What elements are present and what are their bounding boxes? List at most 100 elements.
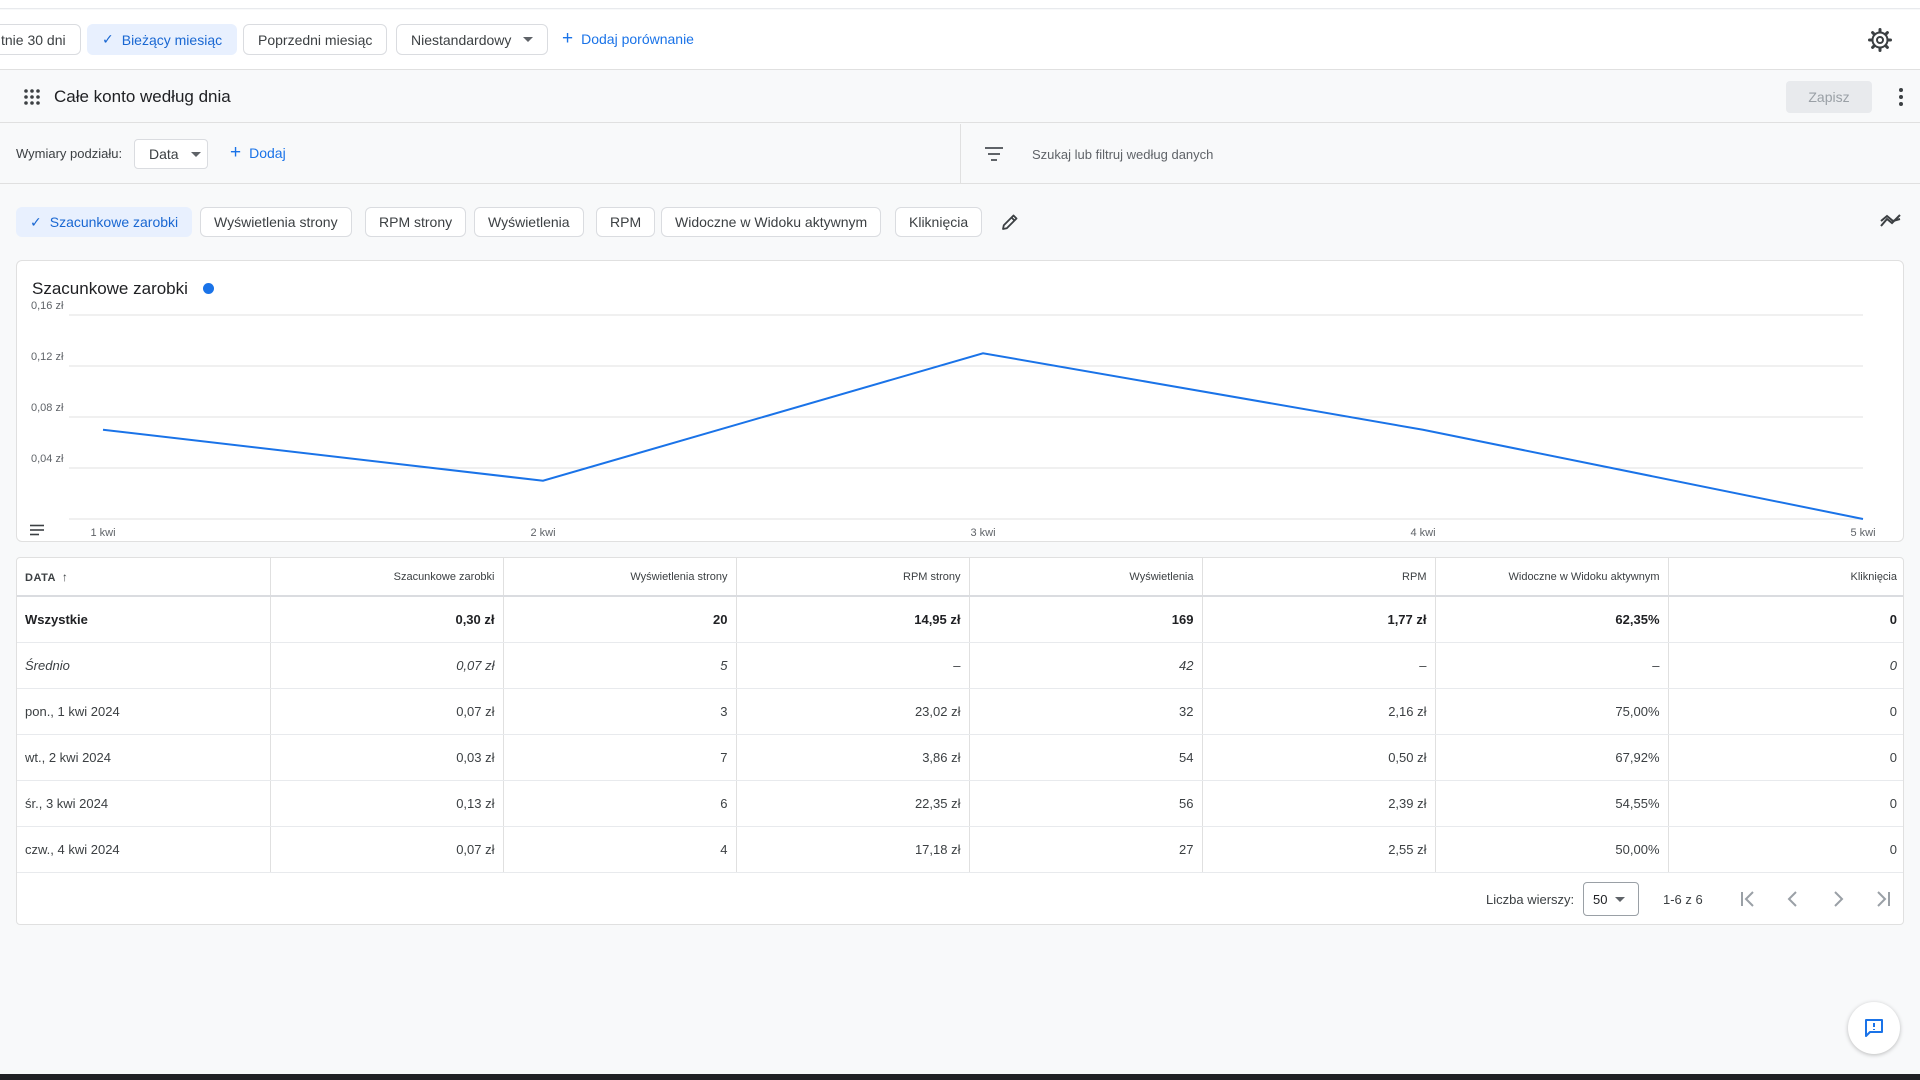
metric-chip-label: Kliknięcia [909,214,969,230]
table-cell: 50,00% [1435,826,1669,873]
table-cell: 32 [969,688,1203,735]
metric-chip-estimated-earnings[interactable]: ✓ Szacunkowe zarobki [16,207,193,237]
table-cell: 7 [503,734,737,781]
table-cell: 0,50 zł [1202,734,1436,781]
feedback-button[interactable] [1848,1002,1900,1054]
table-cell: 0 [1668,596,1903,643]
caret-down-icon [523,37,534,42]
table-cell: 0 [1668,642,1903,689]
table-cell: 0 [1668,734,1903,781]
metric-chip-page-views[interactable]: Wyświetlenia strony [200,207,352,237]
table-cell: 0,30 zł [270,596,504,643]
filter-icon[interactable] [984,146,1004,162]
metric-chip-clicks[interactable]: Kliknięcia [895,207,983,237]
table-row: wt., 2 kwi 2024 0,03 zł 7 3,86 zł 54 0,5… [17,734,1903,781]
previous-page-icon[interactable] [1782,888,1804,910]
dimension-select[interactable]: Data [134,139,208,169]
x-tick-label: 1 kwi [90,527,115,539]
table-cell: 0 [1668,826,1903,873]
metric-chip-page-rpm[interactable]: RPM strony [365,207,467,237]
date-chip-custom[interactable]: Niestandardowy [396,24,549,55]
report-table-card: DATA ↑ Szacunkowe zarobki Wyświetlenia st… [16,557,1904,925]
table-cell: 0 [1668,780,1903,827]
report-title: Całe konto według dnia [54,87,231,106]
metric-chip-label: Szacunkowe zarobki [49,214,179,230]
legend-list-icon[interactable] [29,524,45,536]
table-cell: czw., 4 kwi 2024 [17,826,271,873]
column-header-page-views[interactable]: Wyświetlenia strony [503,558,737,597]
table-cell: 169 [969,596,1203,643]
gear-icon[interactable] [1868,28,1892,52]
page-range-label: 1-6 z 6 [1663,892,1703,907]
apps-grid-icon[interactable] [24,89,40,105]
table-cell: 23,02 zł [736,688,970,735]
y-tick-label: 0,12 zł [31,351,64,363]
table-cell: 0,07 zł [270,642,504,689]
table-header-row: DATA ↑ Szacunkowe zarobki Wyświetlenia st… [17,558,1903,597]
y-tick-label: 0,08 zł [31,402,64,414]
next-page-icon[interactable] [1827,888,1849,910]
add-comparison-label: Dodaj porównanie [581,31,694,47]
check-icon: ✓ [30,213,42,230]
metric-chip-label: RPM strony [379,214,453,230]
column-header-date[interactable]: DATA ↑ [17,558,271,597]
edit-pencil-icon[interactable] [1000,212,1020,232]
table-cell: Wszystkie [17,596,271,643]
table-cell: 1,77 zł [1202,596,1436,643]
rows-per-page-value: 50 [1593,891,1608,907]
column-header-clicks[interactable]: Kliknięcia [1668,558,1903,597]
chart-toggle-icon[interactable] [1880,213,1902,229]
rows-per-page-label: Liczba wierszy: [1486,892,1575,907]
chart-card: Szacunkowe zarobki 0,04 zł 0,08 zł 0,12 zł… [16,260,1904,542]
divider [960,124,961,184]
table-cell: 0,07 zł [270,688,504,735]
table-cell: 27 [969,826,1203,873]
caret-down-icon [1615,896,1626,902]
last-page-icon[interactable] [1872,888,1894,910]
add-dimension-button[interactable]: + Dodaj [230,143,286,162]
date-chip-current-month[interactable]: ✓ Bieżący miesiąc [87,24,238,55]
table-cell: 0,07 zł [270,826,504,873]
table-cell: 4 [503,826,737,873]
column-header-impressions[interactable]: Wyświetlenia [969,558,1203,597]
table-cell: 0,13 zł [270,780,504,827]
date-chip-label: Bieżący miesiąc [121,31,223,48]
metric-chip-label: Wyświetlenia [488,214,570,230]
add-comparison-button[interactable]: + Dodaj porównanie [562,28,694,49]
table-cell: 22,35 zł [736,780,970,827]
date-chip-last-30-days[interactable]: tnie 30 dni [0,24,81,55]
first-page-icon[interactable] [1737,888,1759,910]
table-cell: 2,16 zł [1202,688,1436,735]
chart-title: Szacunkowe zarobki [32,279,188,298]
feedback-icon [1865,1019,1883,1037]
metric-chips-bar: ✓ Szacunkowe zarobki Wyświetlenia strony… [0,185,1920,255]
dimensions-bar: Wymiary podziału: Data + Dodaj [0,124,1920,184]
y-tick-label: 0,16 zł [31,300,64,312]
metric-chip-active-view-viewable[interactable]: Widoczne w Widoku aktywnym [661,207,882,237]
filter-search-input[interactable] [1032,140,1532,168]
more-vert-icon[interactable] [1898,87,1904,107]
table-row: czw., 4 kwi 2024 0,07 zł 4 17,18 zł 27 2… [17,826,1903,873]
column-header-estimated-earnings[interactable]: Szacunkowe zarobki [270,558,504,597]
rows-per-page-select[interactable]: 50 [1583,882,1639,916]
table-cell: 2,55 zł [1202,826,1436,873]
table-cell: pon., 1 kwi 2024 [17,688,271,735]
metric-chip-impressions[interactable]: Wyświetlenia [474,207,584,237]
table-cell: 6 [503,780,737,827]
check-icon: ✓ [102,31,114,47]
metric-chip-rpm[interactable]: RPM [596,207,656,237]
column-header-page-rpm[interactable]: RPM strony [736,558,970,597]
table-cell: 54,55% [1435,780,1669,827]
table-cell: 0 [1668,688,1903,735]
column-header-active-view[interactable]: Widoczne w Widoku aktywnym [1435,558,1669,597]
save-button[interactable]: Zapisz [1786,81,1872,113]
table-cell: 75,00% [1435,688,1669,735]
plus-icon: + [562,28,574,49]
date-chip-previous-month[interactable]: Poprzedni miesiąc [243,24,388,55]
column-header-rpm[interactable]: RPM [1202,558,1436,597]
table-cell: 3 [503,688,737,735]
x-tick-label: 3 kwi [970,527,995,539]
report-title-bar: Całe konto według dnia Zapisz [0,71,1920,123]
x-tick-label: 5 kwi [1850,527,1875,539]
